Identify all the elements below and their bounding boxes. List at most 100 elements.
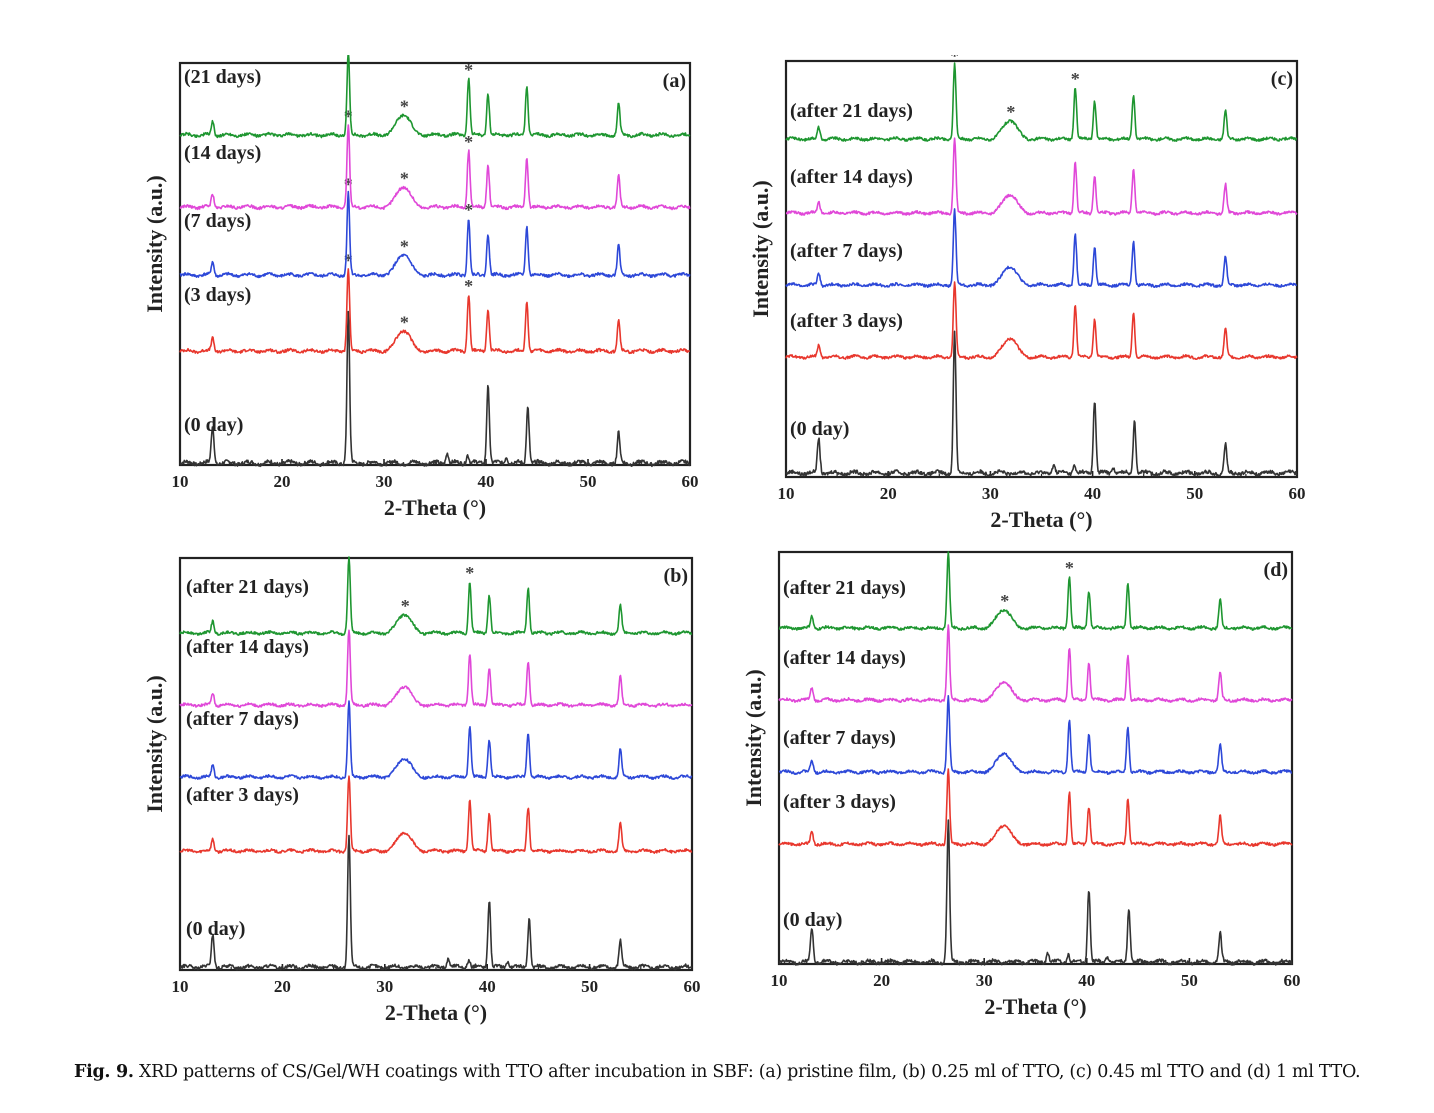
x-tick-label: 10 (172, 472, 189, 491)
peak-star-marker: * (344, 555, 353, 560)
series-label: (after 14 days) (783, 647, 906, 669)
x-tick-label: 40 (479, 977, 496, 996)
x-tick-label: 20 (274, 472, 291, 491)
x-tick-label: 40 (1078, 971, 1095, 990)
series-trace-2 (179, 700, 693, 780)
peak-star-marker: * (950, 55, 959, 66)
series-label: (3 days) (184, 284, 251, 306)
series-trace-1 (778, 768, 1293, 848)
series-trace-2 (179, 190, 691, 279)
peak-star-marker: * (1000, 591, 1009, 611)
xrd-panel-a: 10 20 30 40 50 60 2-Theta (°) Intensity (a.u.) (… (142, 55, 699, 520)
series-label: (after 3 days) (783, 791, 896, 813)
series-label: (21 days) (184, 66, 261, 88)
series-label: (after 7 days) (783, 727, 896, 749)
series-trace-0 (179, 834, 693, 971)
x-tick-label: 10 (778, 484, 795, 503)
x-tick-label: 60 (682, 472, 699, 491)
series-label: (after 7 days) (186, 708, 299, 730)
series-trace-3 (785, 137, 1298, 216)
series-label: (7 days) (184, 210, 251, 232)
series-trace-0 (179, 310, 691, 468)
peak-star-marker: * (400, 236, 409, 256)
panel-label: (d) (1264, 559, 1288, 581)
x-tick-label: 30 (376, 977, 393, 996)
panel-label: (a) (663, 70, 686, 92)
peak-star-marker: * (400, 96, 409, 116)
y-axis-label: Intensity (a.u.) (748, 180, 773, 318)
x-tick-label: 10 (172, 977, 189, 996)
series-label: (0 day) (184, 414, 243, 436)
series-label: (after 3 days) (790, 310, 903, 332)
plot-frame (784, 59, 1299, 479)
peak-star-marker: * (464, 60, 473, 80)
x-tick-label: 30 (982, 484, 999, 503)
peak-star-marker: * (344, 107, 353, 127)
x-axis-label: 2-Theta (°) (385, 1000, 487, 1025)
plot-frame (178, 61, 692, 467)
peak-star-marker: * (464, 276, 473, 296)
peak-star-marker: * (344, 175, 353, 195)
series-trace-3 (179, 124, 691, 211)
x-tick-label: 40 (1084, 484, 1101, 503)
x-tick-label: 10 (771, 971, 788, 990)
figure-caption-label: Fig. 9. (74, 1062, 134, 1082)
peak-star-marker: * (944, 550, 953, 555)
x-axis-label: 2-Theta (°) (990, 507, 1092, 532)
x-tick-label: 50 (1186, 484, 1203, 503)
series-label: (after 14 days) (186, 636, 309, 658)
series-trace-1 (179, 268, 691, 355)
figure-caption-text: XRD patterns of CS/Gel/WH coatings with … (138, 1062, 1361, 1082)
series-label: (after 7 days) (790, 240, 903, 262)
peak-star-marker: * (401, 596, 410, 616)
series-label: (0 day) (783, 909, 842, 931)
peak-star-marker: * (1006, 102, 1015, 122)
peak-star-marker: * (400, 168, 409, 188)
peak-star-marker: * (1065, 558, 1074, 578)
x-tick-label: 50 (1181, 971, 1198, 990)
series-trace-3 (179, 629, 693, 708)
series-label: (after 3 days) (186, 784, 299, 806)
x-tick-label: 60 (684, 977, 701, 996)
series-label: (after 21 days) (783, 577, 906, 599)
series-label: (after 14 days) (790, 166, 913, 188)
plot-frame (777, 550, 1294, 966)
series-trace-4 (785, 62, 1298, 142)
x-tick-label: 60 (1289, 484, 1306, 503)
xrd-panel-d: 10 20 30 40 50 60 2-Theta (°) Intensity (a.u.) (… (741, 550, 1301, 1019)
y-axis-label: Intensity (a.u.) (741, 669, 766, 807)
series-label: (0 day) (186, 918, 245, 940)
series-trace-0 (785, 330, 1298, 477)
x-tick-label: 20 (274, 977, 291, 996)
x-tick-label: 20 (880, 484, 897, 503)
peak-star-marker: * (344, 251, 353, 271)
peak-star-marker: * (464, 200, 473, 220)
x-tick-label: 20 (873, 971, 890, 990)
x-tick-label: 40 (478, 472, 495, 491)
series-label: (after 21 days) (790, 100, 913, 122)
series-trace-3 (778, 624, 1293, 703)
panel-label: (b) (664, 565, 688, 587)
x-tick-label: 50 (580, 472, 597, 491)
series-trace-1 (785, 281, 1298, 361)
series-label: (0 day) (790, 418, 849, 440)
series-trace-4 (179, 556, 693, 636)
peak-star-marker: * (400, 312, 409, 332)
x-tick-label: 50 (581, 977, 598, 996)
figure-caption: Fig. 9. XRD patterns of CS/Gel/WH coatin… (74, 1062, 1394, 1082)
series-label: (after 21 days) (186, 576, 309, 598)
series-label: (14 days) (184, 142, 261, 164)
x-axis-label: 2-Theta (°) (384, 495, 486, 520)
plot-frame (178, 556, 694, 972)
y-axis-label: Intensity (a.u.) (142, 175, 167, 313)
xrd-panel-b: 10 20 30 40 50 60 2-Theta (°) Intensity (a.u.) (… (142, 555, 701, 1025)
x-tick-label: 60 (1284, 971, 1301, 990)
series-trace-2 (785, 208, 1298, 288)
y-axis-label: Intensity (a.u.) (142, 675, 167, 813)
panel-label: (c) (1271, 68, 1293, 90)
series-trace-2 (778, 695, 1293, 775)
x-tick-label: 30 (976, 971, 993, 990)
x-tick-label: 30 (376, 472, 393, 491)
x-axis-label: 2-Theta (°) (984, 994, 1086, 1019)
series-trace-4 (778, 551, 1293, 631)
